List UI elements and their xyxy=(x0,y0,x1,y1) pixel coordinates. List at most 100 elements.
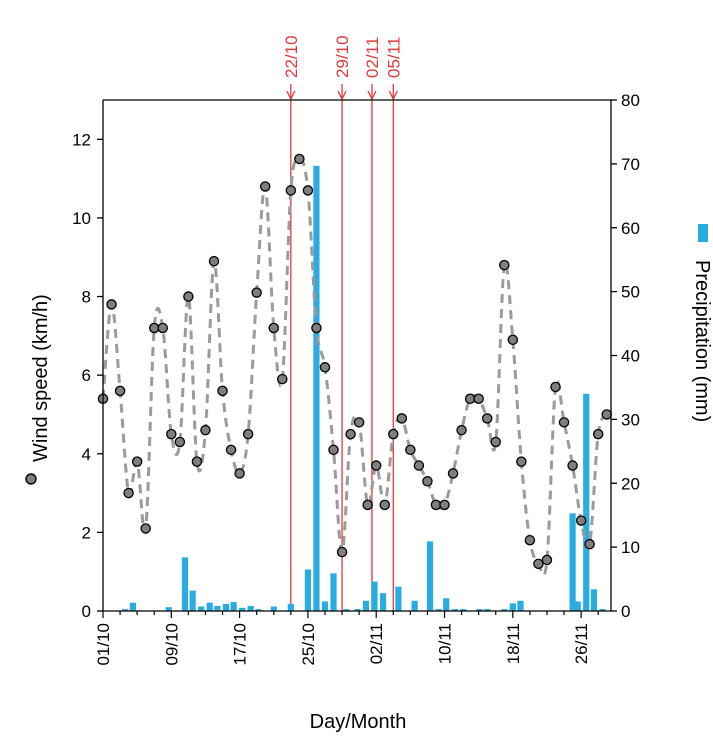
wind-point xyxy=(319,362,331,373)
wind-line-layer xyxy=(101,157,609,577)
right-tick-label: 70 xyxy=(621,155,640,174)
annotation-label-0: 22/10 xyxy=(282,35,301,78)
wind-points xyxy=(97,153,612,570)
wind-point xyxy=(567,460,578,471)
wind-point xyxy=(447,468,459,479)
wind-point xyxy=(174,436,186,448)
x-tick-label: 09/10 xyxy=(162,623,181,666)
precip-bar xyxy=(330,573,337,611)
precip-bar xyxy=(443,598,450,611)
left-tick-label: 12 xyxy=(72,130,91,149)
wind-point xyxy=(396,413,408,424)
precip-bar xyxy=(129,602,136,611)
right-tick-label: 20 xyxy=(621,474,640,493)
x-tick-label: 25/10 xyxy=(299,623,318,666)
left-legend: Wind speed (km/h) xyxy=(25,294,52,485)
precip-bar xyxy=(354,609,361,611)
wind-point xyxy=(541,554,553,566)
wind-point xyxy=(362,499,373,511)
precip-bar xyxy=(460,609,467,611)
wind-point xyxy=(575,515,587,526)
wind-point xyxy=(328,444,339,456)
wind-point xyxy=(490,436,501,448)
x-tick-label: 18/11 xyxy=(504,623,523,664)
x-tick-label: 26/11 xyxy=(572,623,591,664)
precip-bar xyxy=(371,581,378,611)
precip-bar xyxy=(599,609,606,611)
wind-point xyxy=(558,417,570,428)
left-tick-label: 6 xyxy=(82,366,91,385)
annotation-layer: 22/10 29/10 02/11 05/11 xyxy=(282,35,403,611)
right-tick-label: 30 xyxy=(621,410,640,429)
right-tick-label: 10 xyxy=(621,538,640,557)
left-tick-label: 0 xyxy=(82,602,91,621)
precip-bar xyxy=(313,165,320,611)
wind-point xyxy=(592,428,604,440)
wind-point xyxy=(464,393,476,404)
wind-point xyxy=(268,322,280,334)
annotation-label-1: 29/10 xyxy=(333,35,352,78)
left-tick-label: 8 xyxy=(82,288,91,307)
wind-point xyxy=(345,428,356,440)
precip-bar xyxy=(395,586,402,611)
left-tick-label: 2 xyxy=(82,523,91,542)
precip-bar xyxy=(270,606,277,611)
wind-point xyxy=(499,259,510,271)
right-tick-label: 40 xyxy=(621,347,640,366)
precip-bar xyxy=(343,609,350,611)
wind-point xyxy=(131,456,143,467)
precip-bar xyxy=(484,609,491,611)
wind-point xyxy=(140,523,151,534)
wind-legend-marker xyxy=(25,473,37,485)
wind-point xyxy=(353,417,365,428)
wind-point xyxy=(430,499,442,511)
right-tick-label: 60 xyxy=(621,219,640,238)
tick-labels: 0 2 4 6 8 10 12 0 10 20 30 40 50 60 70 80 01/10 09/10 17/1… xyxy=(72,91,640,666)
precip-bar xyxy=(239,607,246,611)
wind-point xyxy=(473,393,484,404)
wind-line xyxy=(101,157,609,577)
left-tick-label: 4 xyxy=(82,445,91,464)
wind-point xyxy=(166,428,177,440)
wind-point xyxy=(456,424,467,436)
right-legend: Precipitation (mm) xyxy=(691,224,713,422)
wind-point xyxy=(439,499,450,511)
wind-point xyxy=(251,287,262,298)
wind-point xyxy=(481,413,493,424)
precip-bar xyxy=(574,601,581,611)
precip-bar xyxy=(122,609,129,611)
precip-bar xyxy=(476,609,483,611)
x-tick-label: 17/10 xyxy=(231,623,250,666)
wind-point xyxy=(524,534,536,546)
precip-bar xyxy=(181,557,189,611)
precip-bar xyxy=(362,600,370,611)
precip-bar xyxy=(321,601,329,611)
precip-bar xyxy=(583,393,590,611)
precip-bar xyxy=(230,602,237,611)
precip-bar xyxy=(509,603,516,611)
y-axis-left-title: Wind speed (km/h) xyxy=(30,294,52,462)
precip-bars xyxy=(122,165,606,611)
right-tick-label: 50 xyxy=(621,283,640,302)
precip-bar xyxy=(165,607,172,611)
wind-point xyxy=(533,558,544,570)
precip-legend-marker xyxy=(698,224,708,242)
precip-bar xyxy=(247,605,254,611)
precip-bar xyxy=(435,609,442,611)
x-axis-title: Day/Month xyxy=(310,711,407,733)
wind-point xyxy=(405,444,416,456)
wind-point xyxy=(157,322,169,334)
wind-point xyxy=(294,153,305,165)
precip-bar xyxy=(304,569,312,611)
precip-bar xyxy=(255,609,262,611)
wind-point xyxy=(208,255,220,267)
left-tick-label: 10 xyxy=(72,209,91,228)
precip-bar xyxy=(214,605,221,611)
wind-point xyxy=(422,476,433,487)
wind-point xyxy=(370,460,382,471)
wind-point xyxy=(217,385,228,397)
precip-bar xyxy=(189,590,196,611)
precip-bar xyxy=(411,600,418,611)
wind-point xyxy=(550,381,561,393)
